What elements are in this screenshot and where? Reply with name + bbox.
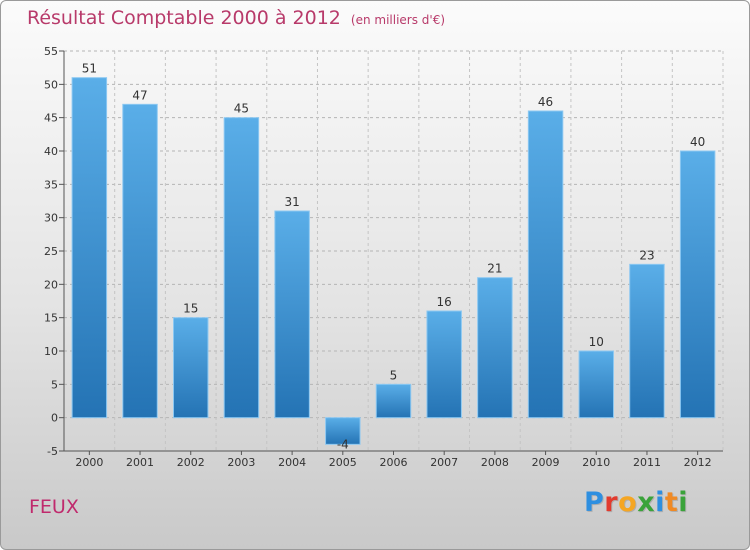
x-tick-label: 2001 <box>126 456 154 469</box>
x-tick-label: 2011 <box>633 456 661 469</box>
data-label-2006: 5 <box>390 368 398 382</box>
data-label-2005: -4 <box>337 437 349 451</box>
x-tick-label: 2004 <box>278 456 306 469</box>
y-tick-label: 55 <box>44 45 58 58</box>
axes: -5 0 5 10 15 20 25 30 35 40 45 50 55 2000 2001 2002 2003… <box>44 45 723 469</box>
y-tick-label: 10 <box>44 345 58 358</box>
x-tick-label: 2009 <box>532 456 560 469</box>
bar-2007[interactable] <box>426 310 462 419</box>
bar-2009[interactable] <box>527 110 564 419</box>
title-text: Résultat Comptable 2000 à 2012 <box>27 7 341 29</box>
bar-2006[interactable] <box>375 383 412 419</box>
logo-letter: i <box>655 487 665 518</box>
x-tick-label: 2003 <box>227 456 255 469</box>
y-tick-label: 5 <box>51 378 58 391</box>
x-tick-label: 2007 <box>430 456 458 469</box>
y-tick-label: -5 <box>47 445 58 458</box>
logo-letter: x <box>637 487 656 518</box>
bar-2004[interactable] <box>274 210 310 419</box>
x-tick-label: 2002 <box>177 456 205 469</box>
x-tick-label: 2005 <box>329 456 357 469</box>
bar-2008[interactable] <box>477 277 513 419</box>
bar-2010[interactable] <box>578 350 615 419</box>
data-labels: 51 47 15 45 31 -4 5 16 21 46 10 23 40 <box>82 62 706 452</box>
bar-2002[interactable] <box>172 317 209 419</box>
bar-2000[interactable] <box>71 77 108 419</box>
logo-letter: r <box>604 487 619 518</box>
y-tick-label: 20 <box>44 278 58 291</box>
y-tick-label: 25 <box>44 245 58 258</box>
chart-title: Résultat Comptable 2000 à 2012 (en millie… <box>27 7 445 29</box>
bar-2012[interactable] <box>679 150 716 419</box>
data-label-2008: 21 <box>487 262 502 276</box>
proxiti-logo[interactable]: Proxiti <box>584 487 688 518</box>
y-tick-label: 30 <box>44 212 58 225</box>
y-tick-label: 0 <box>51 412 58 425</box>
data-label-2011: 23 <box>639 248 654 262</box>
y-tick-label: 50 <box>44 78 58 91</box>
logo-letter: o <box>618 487 638 518</box>
data-label-2004: 31 <box>284 195 299 209</box>
y-tick-label: 40 <box>44 145 58 158</box>
x-tick-label: 2008 <box>481 456 509 469</box>
data-label-2001: 47 <box>132 88 147 102</box>
x-tick-label: 2000 <box>75 456 103 469</box>
x-tick-label: 2010 <box>582 456 610 469</box>
bar-2003[interactable] <box>223 117 260 419</box>
data-label-2007: 16 <box>437 295 452 309</box>
y-tick-label: 35 <box>44 178 58 191</box>
y-tick-label: 15 <box>44 312 58 325</box>
bar-2005[interactable] <box>325 417 361 445</box>
logo-letter: P <box>584 487 605 518</box>
logo-letter: i <box>678 487 689 518</box>
data-label-2003: 45 <box>234 102 249 116</box>
y-tick-label: 45 <box>44 112 58 125</box>
data-label-2000: 51 <box>82 62 97 76</box>
data-label-2010: 10 <box>589 335 604 349</box>
logo-letter: t <box>664 487 679 518</box>
commune-name: FEUX <box>29 496 79 518</box>
title-unit: (en milliers d'€) <box>350 13 446 27</box>
data-label-2009: 46 <box>538 95 553 109</box>
x-tick-label: 2012 <box>684 456 712 469</box>
x-tick-label: 2006 <box>380 456 408 469</box>
bars <box>71 77 716 445</box>
bar-2011[interactable] <box>629 263 665 419</box>
data-label-2012: 40 <box>690 135 705 149</box>
data-label-2002: 15 <box>183 302 198 316</box>
bar-2001[interactable] <box>122 103 158 419</box>
